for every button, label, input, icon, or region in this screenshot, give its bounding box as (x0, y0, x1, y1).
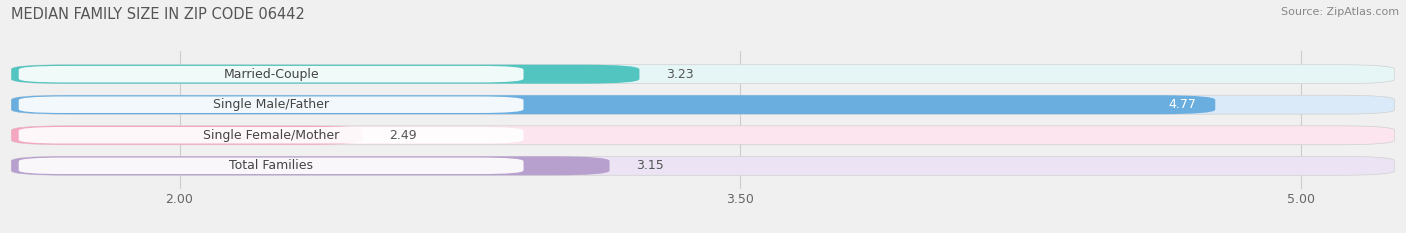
Text: Total Families: Total Families (229, 159, 314, 172)
FancyBboxPatch shape (18, 66, 523, 82)
FancyBboxPatch shape (11, 126, 1395, 145)
Text: Single Male/Father: Single Male/Father (214, 98, 329, 111)
Text: Married-Couple: Married-Couple (224, 68, 319, 81)
FancyBboxPatch shape (11, 65, 640, 84)
FancyBboxPatch shape (18, 127, 523, 144)
Text: 3.15: 3.15 (636, 159, 664, 172)
FancyBboxPatch shape (11, 156, 610, 175)
FancyBboxPatch shape (11, 95, 1215, 114)
FancyBboxPatch shape (11, 65, 1395, 84)
Text: Single Female/Mother: Single Female/Mother (202, 129, 339, 142)
FancyBboxPatch shape (18, 158, 523, 174)
Text: 2.49: 2.49 (389, 129, 416, 142)
FancyBboxPatch shape (11, 126, 363, 145)
FancyBboxPatch shape (11, 156, 1395, 175)
FancyBboxPatch shape (18, 96, 523, 113)
Text: Source: ZipAtlas.com: Source: ZipAtlas.com (1281, 7, 1399, 17)
Text: 4.77: 4.77 (1168, 98, 1197, 111)
Text: 3.23: 3.23 (665, 68, 693, 81)
FancyBboxPatch shape (11, 95, 1395, 114)
Text: MEDIAN FAMILY SIZE IN ZIP CODE 06442: MEDIAN FAMILY SIZE IN ZIP CODE 06442 (11, 7, 305, 22)
